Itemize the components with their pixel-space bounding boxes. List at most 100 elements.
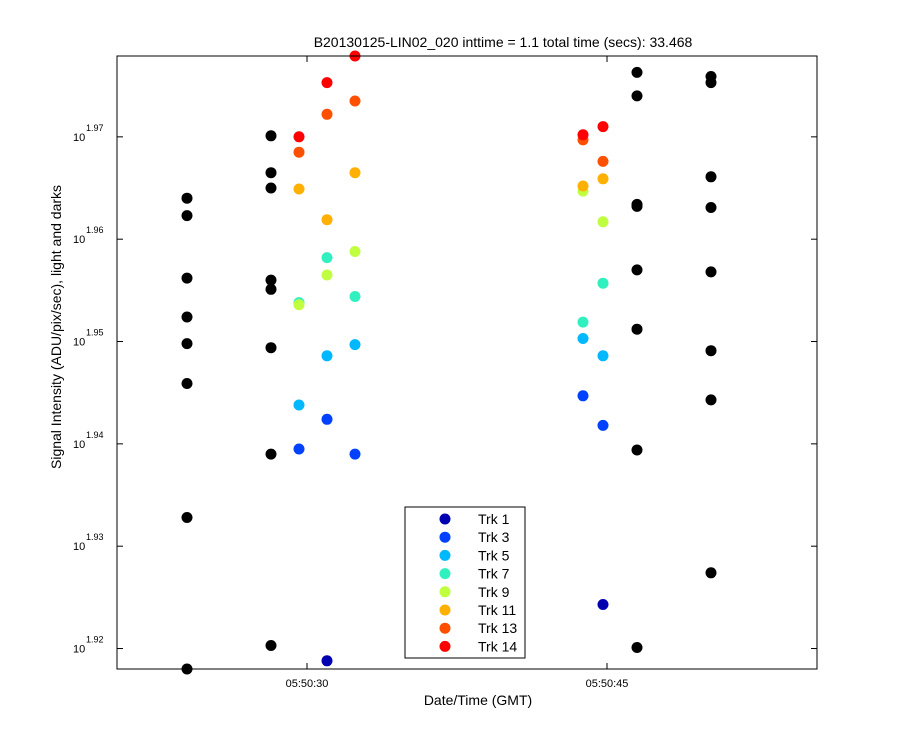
x-tick-label: 05:50:30 bbox=[286, 678, 329, 690]
data-point-dark bbox=[265, 448, 277, 460]
data-point-trk-9 bbox=[321, 269, 333, 281]
data-point-trk-3 bbox=[293, 443, 305, 455]
plot-area-frame bbox=[116, 55, 818, 670]
data-point-dark bbox=[181, 210, 193, 222]
y-tick-label-base: 10 bbox=[73, 541, 85, 553]
legend-label: Trk 14 bbox=[478, 638, 517, 654]
data-point-dark bbox=[705, 202, 717, 213]
x-axis-label: Date/Time (GMT) bbox=[424, 692, 532, 708]
data-point-dark bbox=[631, 444, 643, 456]
data-point-trk-1 bbox=[597, 599, 609, 610]
x-tick-label: 05:50:45 bbox=[586, 678, 629, 690]
data-point-dark bbox=[705, 266, 717, 278]
data-point-trk-9 bbox=[597, 216, 609, 228]
data-point-dark bbox=[631, 200, 643, 212]
data-point-dark bbox=[705, 171, 717, 183]
data-point-dark bbox=[265, 283, 277, 295]
y-tick-label-base: 10 bbox=[73, 439, 85, 451]
data-point-dark bbox=[265, 274, 277, 286]
data-point-trk-14 bbox=[293, 131, 305, 143]
data-point-dark bbox=[631, 264, 643, 276]
data-point-trk-14 bbox=[597, 121, 609, 133]
data-point-dark bbox=[631, 323, 643, 335]
data-point-trk-1 bbox=[321, 655, 333, 667]
legend-label: Trk 3 bbox=[478, 529, 510, 545]
data-point-trk-5 bbox=[597, 350, 609, 362]
data-point-dark bbox=[181, 378, 193, 389]
legend-label: Trk 11 bbox=[478, 602, 516, 618]
data-point-dark bbox=[181, 311, 193, 323]
y-tick-label-base: 10 bbox=[73, 337, 85, 349]
legend-label: Trk 1 bbox=[478, 511, 510, 527]
data-point-dark bbox=[631, 66, 643, 78]
data-point-dark bbox=[265, 640, 277, 651]
legend: Trk 1 Trk 3 Trk 5 Trk 7 Trk 9 Trk 11 Trk 13 Trk… bbox=[404, 506, 526, 659]
data-point-trk-7 bbox=[597, 277, 609, 289]
data-point-dark bbox=[705, 77, 717, 89]
legend-box bbox=[404, 506, 526, 659]
data-point-trk-3 bbox=[349, 448, 361, 460]
data-points bbox=[181, 50, 717, 675]
legend-marker bbox=[439, 622, 451, 634]
legend-marker bbox=[439, 568, 451, 580]
data-point-trk-14 bbox=[321, 77, 333, 89]
y-tick-label-exponent: 1.92 bbox=[86, 635, 104, 645]
data-point-trk-11 bbox=[597, 173, 609, 185]
data-point-dark bbox=[631, 642, 643, 653]
y-tick-label-exponent: 1.95 bbox=[86, 328, 104, 338]
data-point-trk-7 bbox=[577, 316, 589, 328]
data-point-trk-7 bbox=[321, 252, 333, 264]
data-point-dark bbox=[265, 130, 277, 142]
data-point-trk-13 bbox=[321, 108, 333, 120]
data-point-trk-5 bbox=[293, 399, 305, 411]
y-tick-label-exponent: 1.93 bbox=[86, 532, 104, 542]
data-point-dark bbox=[265, 342, 277, 354]
y-tick-label-exponent: 1.97 bbox=[86, 123, 104, 133]
data-point-trk-11 bbox=[349, 167, 361, 179]
data-point-trk-13 bbox=[349, 95, 361, 107]
data-point-dark bbox=[181, 192, 193, 204]
data-point-dark bbox=[181, 272, 193, 284]
data-point-trk-9 bbox=[293, 299, 305, 311]
data-point-trk-3 bbox=[597, 419, 609, 431]
y-tick-label-exponent: 1.94 bbox=[86, 430, 104, 440]
axis-ticks: 05:50:30 05:50:45101.92101.93101.94101.95… bbox=[73, 56, 817, 690]
data-point-trk-9 bbox=[349, 246, 361, 257]
data-point-trk-7 bbox=[349, 291, 361, 302]
data-point-trk-5 bbox=[349, 339, 361, 351]
data-point-trk-11 bbox=[577, 180, 589, 192]
data-point-trk-11 bbox=[293, 183, 305, 195]
y-tick-label-base: 10 bbox=[73, 132, 85, 144]
legend-label: Trk 5 bbox=[478, 547, 510, 563]
data-point-dark bbox=[705, 394, 717, 406]
y-tick-label-base: 10 bbox=[73, 234, 85, 246]
legend-label: Trk 7 bbox=[478, 566, 510, 582]
legend-marker bbox=[439, 640, 451, 652]
data-point-trk-5 bbox=[577, 333, 589, 344]
data-point-trk-3 bbox=[321, 413, 333, 425]
data-point-trk-5 bbox=[321, 350, 333, 362]
data-point-dark bbox=[631, 90, 643, 102]
y-tick-label-base: 10 bbox=[73, 644, 85, 656]
legend-marker bbox=[439, 586, 451, 598]
data-point-dark bbox=[705, 567, 717, 579]
chart-title: B20130125-LIN02_020 inttime = 1.1 total … bbox=[314, 34, 693, 50]
data-point-dark bbox=[181, 338, 193, 350]
legend-marker bbox=[439, 531, 451, 543]
legend-label: Trk 13 bbox=[478, 620, 517, 636]
y-tick-label-exponent: 1.96 bbox=[86, 225, 104, 235]
data-point-dark bbox=[265, 182, 277, 194]
legend-marker bbox=[439, 549, 451, 561]
data-point-trk-11 bbox=[321, 214, 333, 226]
data-point-dark bbox=[705, 345, 717, 357]
legend-marker bbox=[439, 604, 451, 616]
legend-label: Trk 9 bbox=[478, 584, 510, 600]
data-point-trk-3 bbox=[577, 390, 589, 402]
data-point-trk-13 bbox=[293, 146, 305, 158]
data-point-dark bbox=[265, 167, 277, 179]
data-point-trk-13 bbox=[597, 155, 609, 167]
y-axis-label: Signal Intensity (ADU/pix/sec), light an… bbox=[48, 185, 64, 469]
data-point-trk-14 bbox=[577, 129, 589, 141]
legend-marker bbox=[439, 513, 451, 525]
